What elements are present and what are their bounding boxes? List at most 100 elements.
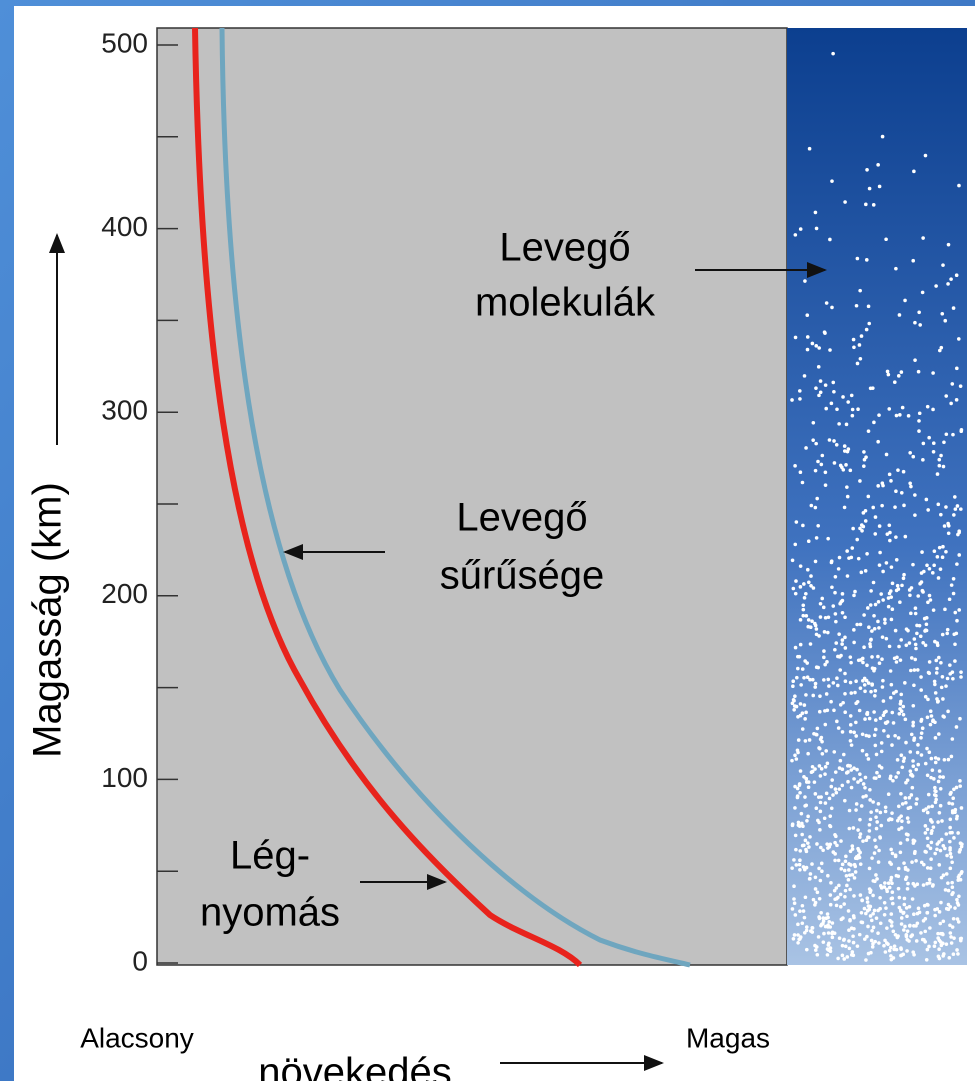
dot [925, 911, 930, 915]
dot [847, 808, 852, 813]
dot [840, 592, 845, 596]
dot [949, 277, 953, 281]
dot [908, 450, 912, 455]
dot [842, 449, 847, 453]
dot [955, 618, 959, 623]
dot [906, 628, 910, 633]
dot [865, 712, 869, 716]
dot [794, 579, 798, 583]
dot [843, 944, 848, 949]
dot [904, 832, 909, 836]
dot [806, 751, 810, 756]
dot [915, 668, 920, 672]
dot [808, 677, 812, 682]
dot [823, 615, 828, 620]
dot [805, 567, 810, 572]
dot [817, 764, 822, 768]
dot [890, 743, 894, 747]
dot [923, 628, 928, 632]
x-axis-label: növekedés [258, 1051, 451, 1081]
dot [855, 944, 860, 948]
dot [936, 779, 941, 784]
dot [801, 909, 806, 913]
dot [793, 833, 798, 838]
dot [824, 406, 829, 411]
dot [796, 820, 801, 825]
dot [834, 619, 838, 624]
dot [791, 679, 796, 684]
dot [839, 653, 843, 658]
dot [891, 929, 896, 934]
dot [864, 258, 869, 262]
dot [907, 795, 912, 800]
dot [845, 574, 850, 578]
dot [793, 464, 797, 468]
dot [939, 512, 943, 517]
dot [803, 279, 807, 283]
dot [853, 589, 857, 594]
dot [909, 793, 914, 797]
dot [954, 785, 959, 790]
dot [883, 805, 888, 810]
dot [824, 692, 829, 696]
dot [870, 629, 874, 633]
dot [828, 348, 832, 352]
label-box [405, 490, 640, 605]
dot [949, 941, 954, 945]
dot [851, 826, 856, 830]
dot [884, 941, 889, 945]
dot [858, 817, 862, 822]
dot [928, 866, 933, 871]
dot [872, 420, 876, 425]
dot [877, 184, 882, 189]
dot [818, 390, 823, 395]
dot [948, 851, 953, 856]
dot [904, 780, 908, 785]
dot [884, 561, 889, 565]
dot [810, 677, 815, 682]
dot [867, 625, 871, 630]
dot [842, 902, 847, 906]
dot [938, 940, 943, 944]
dot [801, 865, 806, 869]
dot [853, 870, 858, 874]
dot [908, 805, 913, 810]
dot [919, 571, 924, 575]
dot [913, 642, 918, 647]
y-axis: 500 400 300 200 100 0 [101, 27, 178, 976]
dot [852, 766, 856, 770]
dot [941, 263, 945, 267]
dot [923, 929, 928, 934]
dot [944, 872, 949, 876]
dot [850, 950, 855, 954]
dot [832, 708, 836, 713]
dot [798, 227, 803, 231]
dot [878, 550, 882, 555]
dot [817, 709, 822, 714]
dot [861, 795, 865, 799]
dot [849, 393, 854, 398]
dot [954, 725, 959, 729]
dot [919, 688, 923, 692]
dot [800, 921, 805, 926]
dot [816, 365, 821, 369]
dot [904, 933, 909, 937]
dot [937, 655, 941, 660]
dot [836, 956, 840, 961]
dot [951, 432, 955, 437]
dot [880, 685, 885, 689]
dot [886, 792, 891, 797]
dot [931, 825, 936, 829]
dot [889, 847, 893, 852]
dot [867, 186, 872, 191]
dot [849, 863, 853, 867]
dot [850, 413, 855, 418]
pressure-curve [192, 27, 583, 968]
dot [845, 883, 849, 888]
dot [845, 485, 849, 489]
dot [946, 242, 951, 247]
dot [889, 924, 894, 928]
dot [898, 908, 903, 913]
dot [798, 769, 803, 773]
dot [843, 200, 847, 204]
